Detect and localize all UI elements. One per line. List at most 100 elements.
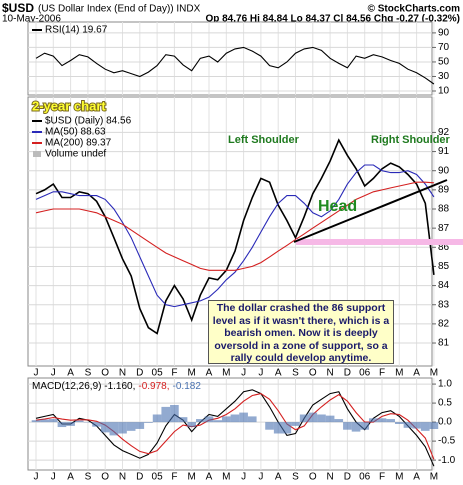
histogram-bar — [317, 414, 326, 423]
x-tick-label: A — [206, 368, 213, 379]
x-tick-label: N — [119, 368, 126, 379]
x-tick-label: A — [67, 368, 74, 379]
x-tick-label: S — [292, 368, 299, 379]
histogram-bar — [196, 419, 205, 423]
histogram-bar — [247, 416, 257, 423]
histogram-bar — [204, 416, 214, 423]
x-tick-label: A — [206, 472, 213, 483]
histogram-bar — [369, 418, 378, 423]
histogram-bar — [57, 422, 67, 428]
x-tick-label: A — [413, 472, 420, 483]
x-tick-label: N — [326, 472, 333, 483]
y-tick-label: 88 — [438, 204, 450, 215]
source: © StockCharts.com — [368, 4, 461, 15]
histogram-bar — [31, 420, 41, 423]
symbol-name: (US Dollar Index (End of Day)) INDX — [38, 4, 201, 15]
annotation: Right Shoulder — [371, 134, 451, 146]
histogram-bar — [152, 414, 162, 423]
x-tick-label: J — [51, 368, 56, 379]
y-tick-label: 0.5 — [438, 398, 452, 409]
histogram-bar — [109, 422, 119, 436]
histogram-bar — [239, 412, 248, 423]
legend-entry: MACD(12,26,9) -1.160, — [32, 381, 135, 392]
histogram-bar — [351, 422, 361, 432]
chart-label: 2-year chart — [32, 98, 106, 113]
histogram-bar — [429, 422, 439, 430]
histogram-bar — [299, 414, 309, 423]
symbol: $USD — [2, 1, 34, 15]
x-tick-label: M — [188, 472, 196, 483]
x-tick-label: F — [379, 472, 385, 483]
histogram-bar — [170, 404, 179, 423]
x-tick-label: 06 — [359, 472, 371, 483]
legend-entry: $USD (Daily) 84.56 — [45, 116, 132, 127]
plot-area — [27, 377, 433, 471]
x-tick-label: J — [51, 472, 56, 483]
x-tick-label: M — [188, 368, 196, 379]
y-tick-label: 85 — [438, 261, 450, 272]
x-tick-label: D — [344, 368, 351, 379]
x-tick-label: 05 — [152, 368, 164, 379]
y-tick-label: 92 — [438, 127, 450, 138]
histogram-bar — [135, 422, 145, 429]
y-tick-label: 91 — [438, 146, 450, 157]
comment-box: The dollar crashed the 86 support level … — [208, 300, 394, 364]
x-tick-label: A — [413, 368, 420, 379]
histogram-bar — [308, 412, 318, 423]
histogram-bar — [48, 419, 58, 423]
x-tick-label: N — [119, 472, 126, 483]
histogram-bar — [230, 414, 240, 423]
histogram-bar — [420, 422, 430, 431]
x-tick-label: M — [222, 368, 230, 379]
x-tick-label: O — [309, 368, 317, 379]
y-tick-label: 89 — [438, 184, 450, 195]
x-tick-label: M — [222, 472, 230, 483]
x-tick-label: D — [344, 472, 351, 483]
annotation: Head — [318, 198, 357, 215]
x-tick-label: S — [292, 472, 299, 483]
x-tick-label: J — [241, 472, 246, 483]
legend-entry: MA(50) 88.63 — [45, 127, 106, 138]
x-tick-label: F — [171, 368, 177, 379]
histogram-bar — [394, 422, 404, 424]
histogram-bar — [325, 415, 335, 423]
y-tick-label: 0.0 — [438, 417, 452, 428]
series-line — [35, 46, 435, 85]
x-tick-label: M — [395, 368, 403, 379]
x-tick-label: J — [34, 472, 39, 483]
series-line — [35, 138, 435, 335]
histogram-bar — [40, 419, 49, 423]
legend-entry: -0.978, — [138, 381, 169, 392]
y-tick-label: 81 — [438, 338, 450, 349]
legend-entry: RSI(14) 19.67 — [45, 25, 108, 36]
histogram-bar — [92, 422, 101, 427]
histogram-bar — [334, 419, 344, 423]
x-tick-label: 06 — [359, 368, 371, 379]
x-tick-label: S — [85, 368, 92, 379]
legend-entry: Volume undef — [45, 149, 106, 160]
neckline — [293, 179, 448, 243]
histogram-bar — [144, 422, 153, 423]
legend-entry: MA(200) 89.37 — [45, 138, 112, 149]
y-tick-label: 84 — [438, 280, 450, 291]
legend: MACD(12,26,9) -1.160, -0.978, -0.182 — [32, 381, 201, 392]
support-band — [296, 239, 463, 245]
x-tick-label: A — [67, 472, 74, 483]
x-tick-label: A — [275, 472, 282, 483]
x-tick-label: A — [275, 368, 282, 379]
y-tick-label: 82 — [438, 319, 450, 330]
histogram-bar — [291, 422, 300, 426]
x-tick-label: D — [136, 368, 143, 379]
y-tick-label: 30 — [438, 71, 450, 82]
y-tick-label: 87 — [438, 223, 450, 234]
histogram-bar — [377, 418, 387, 423]
histogram-bar — [343, 422, 352, 430]
x-tick-label: J — [258, 472, 263, 483]
histogram-bar — [221, 416, 231, 423]
legend-swatch — [33, 151, 41, 157]
x-tick-label: S — [85, 472, 92, 483]
histogram-bar — [412, 422, 421, 429]
histogram-bar — [273, 422, 283, 434]
y-tick-label: -0.5 — [438, 436, 456, 447]
